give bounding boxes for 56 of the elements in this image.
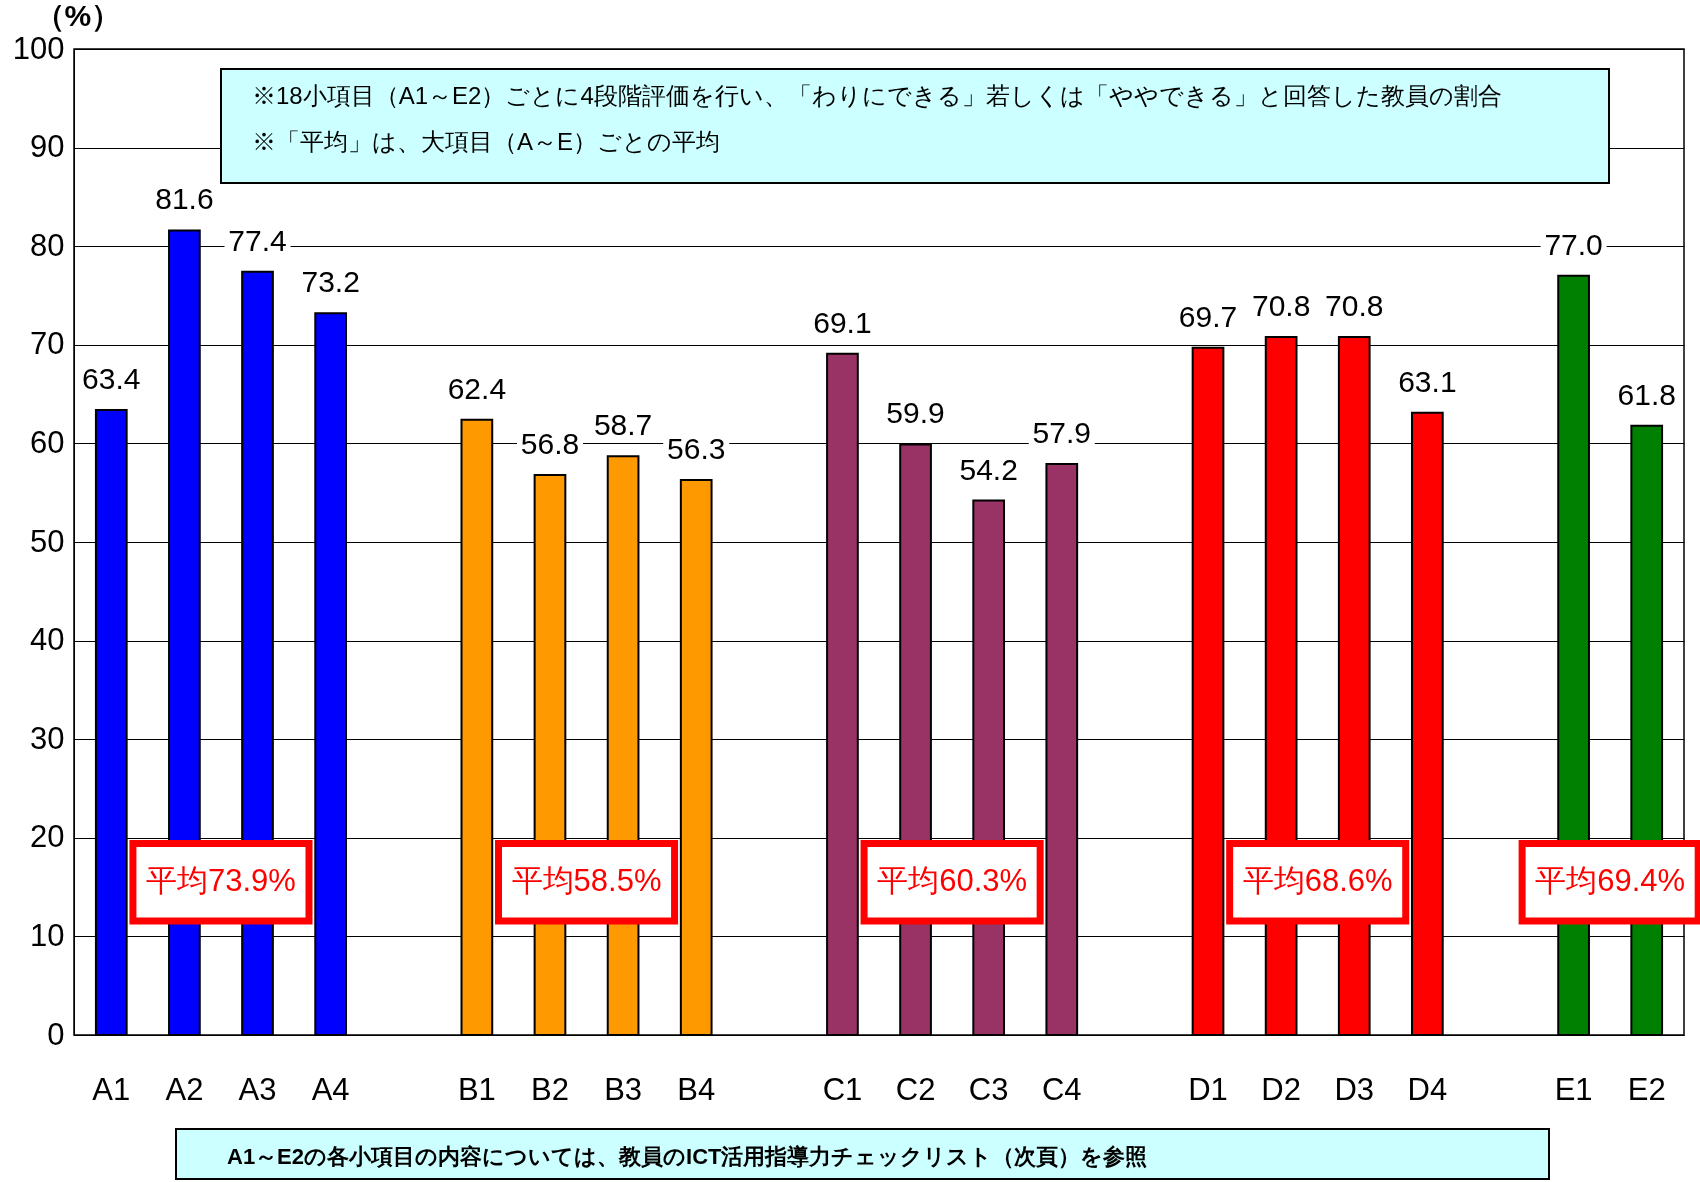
annotation: 平均69.4% xyxy=(1535,863,1686,899)
x-tick-label: C2 xyxy=(895,1071,936,1107)
data-label: 61.8 xyxy=(1617,377,1676,411)
x-tick-label: B4 xyxy=(677,1071,716,1107)
y-tick-label: 0 xyxy=(47,1016,65,1052)
data-label: 63.1 xyxy=(1398,364,1457,398)
annotation: 平均58.5% xyxy=(511,863,662,899)
x-tick-label: A1 xyxy=(92,1071,131,1107)
x-tick-label: B2 xyxy=(531,1071,569,1107)
data-label: 62.4 xyxy=(447,371,507,405)
data-label: 77.0 xyxy=(1544,227,1603,261)
y-tick-label: 80 xyxy=(30,227,65,263)
y-tick-label: 70 xyxy=(30,326,65,362)
data-label: 56.3 xyxy=(667,431,726,465)
data-label: 57.9 xyxy=(1032,416,1091,450)
y-tick-label: 90 xyxy=(30,129,65,165)
x-tick-label: A3 xyxy=(238,1071,277,1107)
annotation: 平均68.6% xyxy=(1242,863,1393,899)
x-tick-label: C3 xyxy=(968,1071,1009,1107)
data-label: 54.2 xyxy=(959,452,1018,486)
x-tick-label: D2 xyxy=(1261,1071,1301,1107)
data-label: 70.8 xyxy=(1251,288,1311,322)
x-tick-label: A4 xyxy=(311,1071,350,1107)
annotation: 平均73.9% xyxy=(146,863,296,899)
data-label: 69.7 xyxy=(1178,299,1238,333)
y-axis-title: （%） xyxy=(34,0,122,32)
note-panel: ※18小項目（A1～E2）ごとに4段階評価を行い、「わりにできる」若しくは「ややできる」と回答した教員の割合 ※「平均」は、大項目（A～E）ごとの平均 xyxy=(220,68,1610,184)
x-tick-label: D4 xyxy=(1407,1071,1448,1107)
data-label: 69.1 xyxy=(813,305,872,339)
data-label: 63.4 xyxy=(82,361,141,395)
x-tick-label: E2 xyxy=(1627,1071,1666,1107)
x-tick-label: A2 xyxy=(165,1071,204,1107)
x-tick-label: D1 xyxy=(1188,1071,1228,1107)
data-label: 73.2 xyxy=(301,265,360,299)
annotation: ※18小項目（A1～E2）ごとに4段階評価を行い、「わりにできる」若しくは「ややできる」と回答した教員の割合 xyxy=(252,82,1503,109)
annotation: 平均60.3% xyxy=(877,863,1028,899)
data-label: 56.8 xyxy=(520,426,580,460)
note-panel: A1～E2の各小項目の内容については、教員のICT活用指導力チェックリスト（次頁）を参照 xyxy=(175,1128,1550,1180)
y-tick-label: 30 xyxy=(30,720,65,756)
y-tick-label: 20 xyxy=(30,819,65,855)
annotation: ※「平均」は、大項目（A～E）ごとの平均 xyxy=(252,128,721,155)
y-tick-label: 60 xyxy=(30,424,65,460)
y-tick-label: 40 xyxy=(30,622,65,658)
y-tick-label: 50 xyxy=(30,523,65,559)
data-label: 81.6 xyxy=(155,182,214,216)
x-tick-label: B3 xyxy=(604,1071,643,1107)
y-tick-label: 10 xyxy=(30,917,65,953)
data-label: 59.9 xyxy=(886,396,945,430)
x-tick-label: D3 xyxy=(1334,1071,1375,1107)
x-tick-label: B1 xyxy=(457,1071,496,1107)
x-tick-label: C4 xyxy=(1041,1071,1082,1107)
x-tick-label: C1 xyxy=(822,1071,863,1107)
data-label: 77.4 xyxy=(228,223,287,257)
x-tick-label: E1 xyxy=(1554,1071,1593,1107)
data-label: 58.7 xyxy=(593,408,653,442)
data-label: 70.8 xyxy=(1325,288,1384,322)
